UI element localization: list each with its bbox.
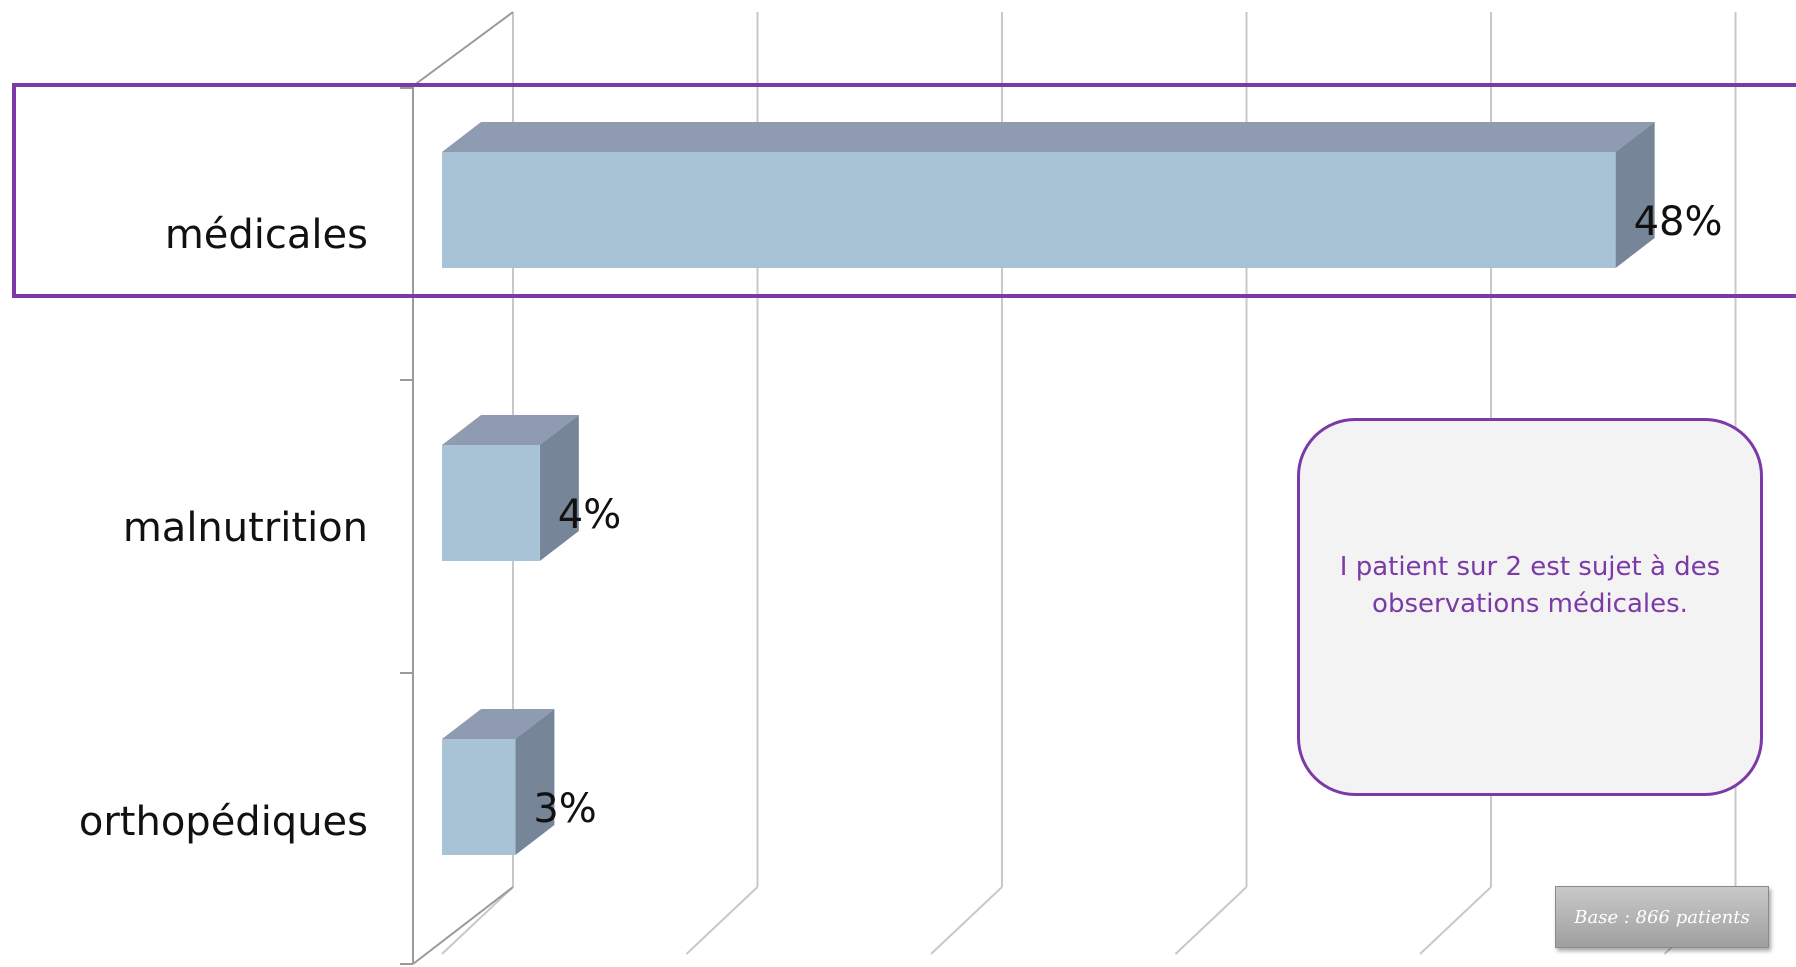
bar-1 — [442, 152, 1616, 268]
axis-depth-line — [412, 11, 514, 87]
bars — [442, 122, 1655, 855]
bar-side-face — [515, 709, 555, 855]
labels: médicales 48% malnutrition 4% orthopédiques 3… — [79, 199, 1723, 845]
bar-2 — [442, 445, 540, 561]
bar-side-face — [1615, 122, 1655, 268]
highlight-frame — [12, 83, 1796, 298]
floor-gridline — [930, 886, 1003, 955]
category-label: malnutrition — [123, 505, 368, 551]
bar-side-face — [539, 415, 579, 561]
callout-box: I patient sur 2 est sujet à des observat… — [1297, 418, 1763, 796]
category-axis — [400, 11, 514, 965]
category-label: médicales — [165, 212, 368, 258]
bar-3 — [442, 739, 516, 855]
value-label: 4% — [558, 492, 621, 538]
base-note-badge: Base : 866 patients — [1555, 886, 1769, 948]
callout-text: I patient sur 2 est sujet à des observat… — [1339, 552, 1721, 619]
floor-gridline — [1174, 886, 1248, 955]
value-label: 48% — [1634, 199, 1723, 245]
floor-gridline — [1419, 886, 1492, 955]
floor-gridline — [441, 886, 514, 955]
bar-top-face — [442, 415, 579, 445]
value-label: 3% — [533, 786, 596, 832]
base-note-text: Base : 866 patients — [1574, 906, 1750, 928]
category-label: orthopédiques — [79, 799, 368, 845]
axis-depth-line — [412, 886, 514, 965]
bar-top-face — [442, 122, 1655, 152]
bar-top-face — [442, 709, 555, 739]
floor-gridline — [685, 886, 759, 955]
